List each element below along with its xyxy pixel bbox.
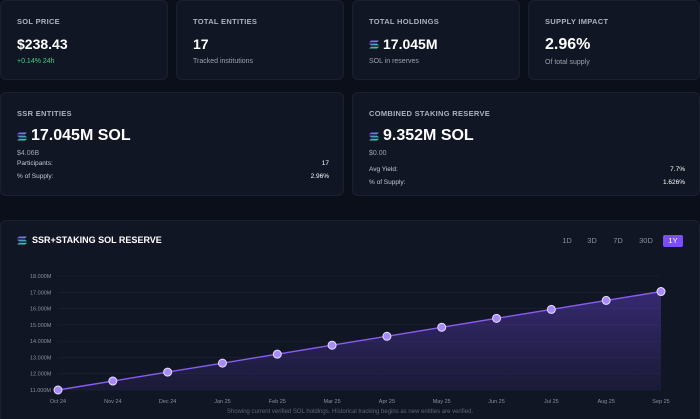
supply-impact-value: 2.96% [545, 36, 591, 53]
data-point [601, 295, 611, 305]
y-tick-label: 18.000M [30, 274, 52, 280]
x-tick-label: Jan 25 [214, 399, 231, 405]
x-tick-label: Aug 25 [597, 399, 614, 405]
ssr-row-participants: Participants: 17 [17, 160, 329, 167]
ssr-row-value: 2.96% [310, 173, 329, 180]
solana-icon [369, 132, 379, 140]
staking-usd: $0.00 [369, 150, 387, 157]
x-tick-label: Apr 25 [379, 399, 395, 405]
data-point [382, 331, 392, 341]
data-point [53, 385, 63, 395]
sol-price-label: SOL PRICE [17, 17, 60, 26]
total-entities-sub: Tracked institutions [193, 58, 254, 65]
staking-row-key: Avg Yield: [369, 166, 398, 173]
reserve-chart-panel: SSR+STAKING SOL RESERVE 1D 3D 7D 30D 1Y … [0, 220, 700, 419]
y-tick-label: 11.000M [30, 388, 51, 394]
y-tick-label: 15.000M [30, 323, 52, 329]
ssr-usd: $4.06B [17, 150, 40, 157]
y-tick-label: 14.000M [30, 339, 52, 345]
supply-impact-sub: Of total supply [545, 59, 590, 66]
data-point [108, 376, 118, 386]
data-point [163, 367, 173, 377]
data-point [656, 287, 666, 297]
staking-reserve-label: COMBINED STAKING RESERVE [369, 109, 491, 118]
supply-impact-card: SUPPLY IMPACT 2.96% Of total supply [528, 0, 700, 80]
ssr-row-value: 17 [321, 160, 329, 167]
chart-title-wrap: SSR+STAKING SOL RESERVE [17, 235, 162, 245]
range-button-1d[interactable]: 1D [562, 236, 572, 245]
staking-row-key: % of Supply: [369, 179, 406, 186]
reserve-area-chart: 11.000M 12.000M 13.000M 14.000M 15.000M 16.00… [30, 274, 670, 405]
solana-icon [17, 236, 27, 244]
x-tick-label: Oct 24 [50, 399, 66, 405]
data-point [272, 349, 282, 359]
x-tick-label: Sep 25 [652, 399, 669, 405]
chart-footer: Showing current verified SOL holdings. H… [226, 409, 474, 415]
data-point [437, 322, 447, 332]
staking-row-value: 7.7% [670, 166, 685, 173]
total-holdings-value: 17.045M [383, 36, 438, 52]
y-tick-label: 12.000M [30, 372, 52, 378]
data-point [546, 304, 556, 314]
x-tick-label: Jul 25 [544, 399, 559, 405]
range-button-7d[interactable]: 7D [613, 236, 623, 245]
ssr-entities-card: SSR ENTITIES 17.045M SOL $4.06B Particip… [0, 92, 344, 196]
total-holdings-card: TOTAL HOLDINGS 17.045M SOL in reserves [352, 0, 520, 80]
total-holdings-value-wrap: 17.045M [369, 36, 437, 52]
total-entities-label: TOTAL ENTITIES [193, 17, 258, 26]
solana-icon [17, 132, 27, 140]
total-entities-value: 17 [193, 36, 209, 52]
range-button-3d[interactable]: 3D [587, 236, 597, 245]
x-tick-label: Mar 25 [324, 399, 341, 405]
staking-value-wrap: 9.352M SOL [369, 127, 474, 145]
y-tick-label: 17.000M [30, 290, 52, 296]
x-tick-label: Nov 24 [104, 399, 121, 405]
supply-impact-label: SUPPLY IMPACT [545, 17, 609, 26]
data-point [492, 313, 502, 323]
x-tick-label: Dec 24 [159, 399, 176, 405]
x-tick-label: May 25 [433, 399, 451, 405]
ssr-row-key: % of Supply: [17, 173, 54, 180]
y-tick-label: 13.000M [30, 355, 52, 361]
sol-price-value: $238.43 [17, 36, 68, 52]
ssr-row-supply: % of Supply: 2.96% [17, 173, 329, 180]
range-button-1y[interactable]: 1Y [663, 235, 683, 247]
series-line [57, 290, 662, 391]
sol-price-card: SOL PRICE $238.43 +0.14% 24h [0, 0, 168, 80]
staking-row-value: 1.626% [662, 179, 685, 186]
ssr-value-wrap: 17.045M SOL [17, 127, 131, 145]
total-entities-card: TOTAL ENTITIES 17 Tracked institutions [176, 0, 344, 80]
ssr-value: 17.045M SOL [31, 127, 131, 144]
sol-price-change: +0.14% 24h [17, 58, 55, 65]
x-tick-label: Feb 25 [269, 399, 286, 405]
ssr-entities-label: SSR ENTITIES [17, 109, 72, 118]
staking-row-supply: % of Supply: 1.626% [369, 179, 685, 186]
chart-title: SSR+STAKING SOL RESERVE [32, 235, 162, 245]
range-button-30d[interactable]: 30D [639, 236, 653, 245]
data-point [217, 358, 227, 368]
total-holdings-label: TOTAL HOLDINGS [369, 17, 440, 26]
staking-value: 9.352M SOL [383, 127, 474, 144]
staking-reserve-card: COMBINED STAKING RESERVE 9.352M SOL $0.0… [352, 92, 700, 196]
total-holdings-sub: SOL in reserves [369, 58, 419, 65]
staking-row-yield: Avg Yield: 7.7% [369, 166, 685, 173]
data-point [327, 340, 337, 350]
x-tick-label: Jun 25 [488, 399, 505, 405]
y-tick-label: 16.000M [30, 307, 52, 313]
ssr-row-key: Participants: [17, 160, 53, 167]
solana-icon [369, 40, 379, 48]
